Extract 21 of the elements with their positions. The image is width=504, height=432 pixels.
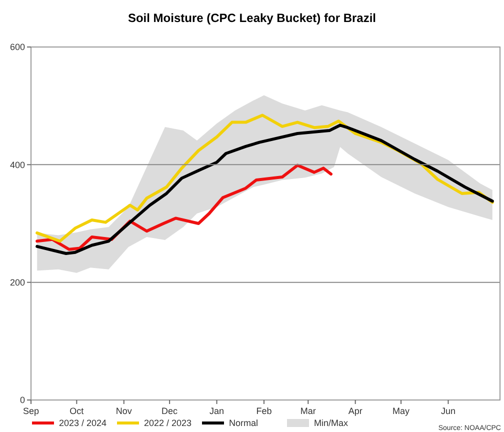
legend-label: Min/Max xyxy=(314,418,349,428)
y-tick-label: 200 xyxy=(10,277,25,288)
x-tick-label: Oct xyxy=(70,406,84,416)
legend-label: 2023 / 2024 xyxy=(59,418,107,428)
legend-label: 2022 / 2023 xyxy=(144,418,192,428)
y-tick-label: 600 xyxy=(10,42,25,52)
line-series xyxy=(36,124,494,256)
x-tick-label: Feb xyxy=(256,406,272,416)
y-tick-label: 0 xyxy=(20,395,25,406)
x-tick-label: Jun xyxy=(440,406,456,416)
x-tick-label: Dec xyxy=(162,406,178,416)
chart-title: Soil Moisture (CPC Leaky Bucket) for Brazil xyxy=(128,11,376,25)
x-tick-label: Mar xyxy=(300,406,316,416)
x-tick-label: Nov xyxy=(116,406,132,416)
y-tick-label: 400 xyxy=(10,160,25,170)
x-tick-label: Apr xyxy=(348,406,362,416)
x-tick-label: Jan xyxy=(210,406,224,416)
x-tick-label: Sep xyxy=(22,406,40,416)
line-series xyxy=(36,164,332,251)
legend-label: Normal xyxy=(229,418,258,428)
x-tick-label: May xyxy=(392,406,410,416)
